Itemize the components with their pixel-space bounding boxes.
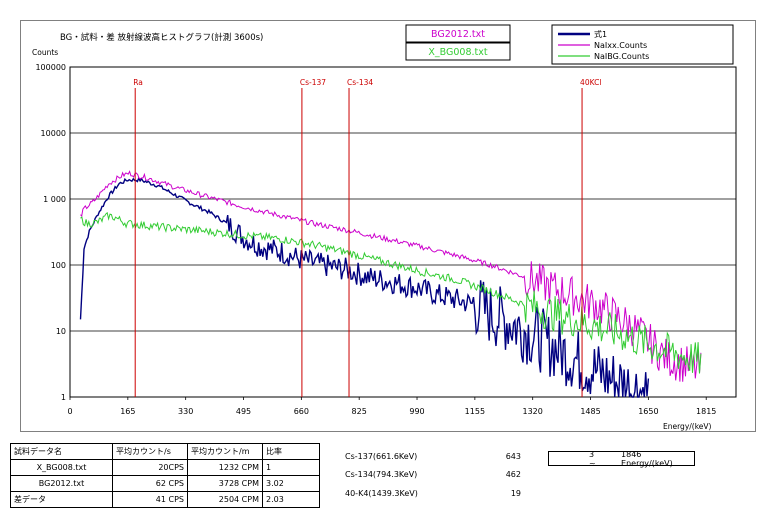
y-tick-label: 1 000 xyxy=(43,195,66,204)
peak-value: 19 xyxy=(510,489,521,498)
y-tick-label: 10 xyxy=(56,327,66,336)
x-tick-label: 330 xyxy=(178,407,193,416)
file-label-1: BG2012.txt xyxy=(431,29,485,40)
y-axis-label: Counts xyxy=(32,48,58,57)
table-cell-ratio: 3.02 xyxy=(262,475,320,492)
y-tick-label: 100000 xyxy=(35,63,66,72)
peak-value: 643 xyxy=(505,452,521,461)
peak-row: Cs-134(794.3KeV) 462 xyxy=(345,470,521,479)
table-row: BG2012.txt 62 CPS 3728 CPM 3.02 xyxy=(10,475,320,492)
chart-title: BG・試料・差 放射線波高ヒストグラフ(計測 3600s) xyxy=(60,32,263,43)
table-cell-name: 差データ xyxy=(10,491,113,508)
file-label-box-1 xyxy=(405,24,511,43)
x-tick-label: 660 xyxy=(294,407,309,416)
x-tick-label: 825 xyxy=(352,407,367,416)
y-tick-label: 100 xyxy=(51,261,66,270)
table-cell-ratio: 1 xyxy=(262,459,320,476)
table-cell-cpm: 3728 CPM xyxy=(187,475,263,492)
peak-row: 40-K4(1439.3KeV) 19 xyxy=(345,489,521,498)
annotation-label: 40KCl xyxy=(580,78,601,87)
table-header-row: 試料データ名 平均カウント/s 平均カウント/m 比率 xyxy=(10,443,320,460)
x-axis-label: Energy/(keV) xyxy=(663,422,712,431)
table-header-cell: 平均カウント/s xyxy=(112,443,188,460)
x-tick-label: 0 xyxy=(67,407,72,416)
legend-label: NaIBG.Counts xyxy=(594,52,649,61)
table-cell-name: X_BG008.txt xyxy=(10,459,113,476)
series-line-1 xyxy=(79,176,650,398)
y-tick-label: 10000 xyxy=(41,129,66,138)
x-tick-label: 1485 xyxy=(580,407,600,416)
peak-row: Cs-137(661.6KeV) 643 xyxy=(345,452,521,461)
x-tick-label: 495 xyxy=(236,407,251,416)
plot-area xyxy=(69,66,737,398)
table-cell-name: BG2012.txt xyxy=(10,475,113,492)
legend-label: NaIxx.Counts xyxy=(594,41,647,50)
table-header-cell: 平均カウント/m xyxy=(187,443,263,460)
table-cell-cpm: 2504 CPM xyxy=(187,491,263,508)
y-tick-label: 1 xyxy=(61,393,66,402)
peak-value: 462 xyxy=(505,470,521,479)
table-header-cell: 試料データ名 xyxy=(10,443,113,460)
file-label-2: X_BG008.txt xyxy=(428,47,487,58)
peak-label: Cs-137(661.6KeV) xyxy=(345,452,418,461)
x-tick-label: 1815 xyxy=(696,407,716,416)
annotation-label: Ra xyxy=(133,78,143,87)
energy-range-box: 3 ~ 1846 Energy/(keV) xyxy=(548,449,695,468)
table-cell-cps: 20CPS xyxy=(112,459,188,476)
plot-layer: 1 10 100 1 000 10000 100000 0 165 330 495 660 825 99… xyxy=(35,29,737,416)
legend-label: 式1 xyxy=(594,29,607,39)
x-tick-label: 1650 xyxy=(638,407,658,416)
peak-label: Cs-134(794.3KeV) xyxy=(345,470,418,479)
x-tick-label: 990 xyxy=(409,407,424,416)
table-row: 差データ 41 CPS 2504 CPM 2.03 xyxy=(10,491,320,508)
x-tick-label: 1155 xyxy=(465,407,485,416)
range-end: 1846 Energy/(keV) xyxy=(621,449,673,468)
table-cell-cpm: 1232 CPM xyxy=(187,459,263,476)
spectrum-chart: BG・試料・差 放射線波高ヒストグラフ(計測 3600s) Counts Ene… xyxy=(32,24,737,431)
table-header-cell: 比率 xyxy=(262,443,320,460)
series-line-3 xyxy=(80,211,702,374)
x-tick-label: 1320 xyxy=(523,407,543,416)
table-cell-cps: 62 CPS xyxy=(112,475,188,492)
range-start: 3 ~ xyxy=(589,449,596,468)
peak-label: 40-K4(1439.3KeV) xyxy=(345,489,418,498)
legend-box xyxy=(551,24,734,65)
table-cell-ratio: 2.03 xyxy=(262,491,320,508)
series-line-2 xyxy=(80,170,702,382)
file-label-box-2 xyxy=(405,42,511,61)
x-tick-label: 165 xyxy=(120,407,135,416)
annotation-label: Cs-137 xyxy=(300,78,326,87)
summary-table: 試料データ名 平均カウント/s 平均カウント/m 比率 X_BG008.txt … xyxy=(10,443,320,508)
table-row: X_BG008.txt 20CPS 1232 CPM 1 xyxy=(10,459,320,476)
annotation-label: Cs-134 xyxy=(347,78,373,87)
table-cell-cps: 41 CPS xyxy=(112,491,188,508)
